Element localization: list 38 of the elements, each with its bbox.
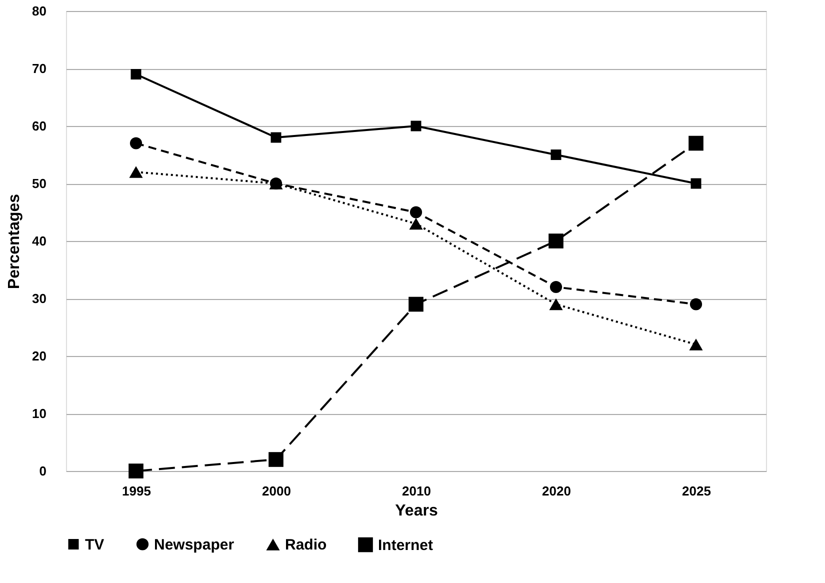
x-tick-label: 2000 bbox=[262, 484, 291, 498]
x-tick-label: 2010 bbox=[402, 484, 431, 498]
y-tick-label: 70 bbox=[32, 61, 46, 76]
y-tick-label: 20 bbox=[32, 348, 46, 364]
x-axis-title: Years bbox=[395, 502, 438, 520]
point bbox=[550, 150, 562, 160]
y-tick-label: 10 bbox=[32, 406, 46, 421]
legend-label: Newspaper bbox=[154, 536, 234, 554]
y-tick-label: 0 bbox=[39, 464, 46, 478]
point bbox=[409, 218, 423, 230]
point bbox=[130, 137, 142, 150]
point bbox=[689, 338, 703, 350]
point bbox=[410, 120, 422, 132]
x-tick-label: 1995 bbox=[122, 484, 151, 498]
y-tick-label: 60 bbox=[32, 118, 46, 134]
point bbox=[410, 206, 422, 218]
point bbox=[270, 132, 282, 143]
legend-label: TV bbox=[85, 536, 104, 554]
point bbox=[690, 298, 702, 310]
y-tick-label: 40 bbox=[32, 234, 46, 248]
point bbox=[548, 234, 564, 248]
point bbox=[129, 166, 143, 178]
y-tick-label: 80 bbox=[32, 4, 46, 18]
legend-label: Radio bbox=[285, 536, 327, 554]
point bbox=[130, 69, 142, 80]
x-tick-label: 2020 bbox=[542, 484, 571, 498]
y-axis-title: Percentages bbox=[6, 194, 24, 290]
point bbox=[688, 136, 704, 151]
point bbox=[408, 296, 424, 312]
y-tick-label: 30 bbox=[32, 291, 46, 306]
y-tick-label: 50 bbox=[32, 176, 46, 191]
point bbox=[549, 298, 563, 310]
x-tick-label: 2025 bbox=[682, 484, 711, 498]
legend-label: Internet bbox=[378, 536, 434, 554]
point bbox=[690, 178, 702, 189]
point bbox=[268, 452, 284, 467]
point bbox=[550, 280, 562, 294]
point bbox=[128, 464, 144, 478]
